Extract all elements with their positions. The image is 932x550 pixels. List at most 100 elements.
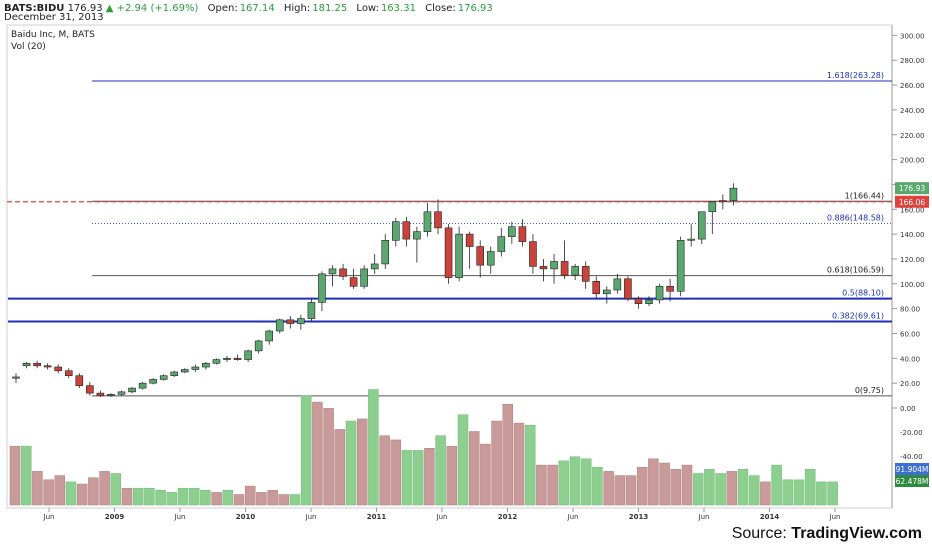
volume-bar — [569, 456, 581, 506]
candle-up — [391, 221, 400, 241]
candlesticks — [12, 183, 738, 397]
fib-label: 0.382(69.61) — [832, 312, 884, 321]
fib-label: 0.5(88.10) — [842, 289, 884, 298]
fib-label: 0.618(106.59) — [827, 266, 884, 275]
candle-up — [149, 379, 157, 384]
volume-bar — [457, 414, 469, 506]
volume-bar — [670, 469, 682, 506]
candle-up — [676, 240, 685, 292]
volume-bar — [267, 490, 278, 506]
candle-up — [328, 268, 337, 275]
price-tick-label: 300.00 — [900, 32, 925, 40]
series-legend[interactable]: Baidu Inc, M, BATS — [11, 30, 95, 40]
volume-bar — [132, 487, 144, 506]
candle-up — [655, 285, 664, 301]
open-value: 167.14 — [239, 3, 275, 14]
candle-up — [423, 211, 432, 232]
price-tick-label: 240.00 — [900, 107, 925, 115]
open-label: Open: — [207, 3, 238, 14]
candle-down — [64, 370, 73, 377]
time-tick-label: Jun — [698, 513, 710, 521]
candle-down — [43, 365, 52, 368]
last-price-label: 176.93 — [899, 184, 925, 193]
candle-down — [592, 281, 601, 295]
source-footer: Source: TradingView.com — [732, 525, 922, 543]
low-value: 163.31 — [380, 3, 416, 14]
volume-bar — [244, 485, 256, 506]
candle-down — [539, 266, 548, 270]
up-triangle-icon: ▲ — [105, 3, 114, 14]
candle-down — [349, 277, 358, 287]
candle-up — [708, 201, 717, 213]
time-tick-label: 2013 — [629, 513, 649, 521]
price-tick-label: 0.00 — [900, 405, 916, 413]
candle-down — [581, 266, 590, 282]
candle-up — [191, 366, 200, 370]
close-label: Close: — [425, 3, 456, 14]
volume-bar — [726, 471, 738, 506]
candle-up — [223, 358, 231, 360]
time-tick-label: Jun — [305, 513, 317, 521]
candle-up — [265, 330, 274, 342]
volume-bar — [737, 469, 749, 506]
volume-bar — [625, 475, 637, 506]
volume-legend[interactable]: Vol (20) — [11, 42, 46, 52]
volume-last-label: 62.478M — [896, 477, 929, 486]
price-tick-label: 80.00 — [900, 306, 920, 314]
candle-up — [181, 369, 189, 373]
candle-down — [560, 261, 569, 276]
volume-bar — [704, 469, 715, 506]
candle-up — [613, 278, 622, 291]
volume-bar — [20, 445, 32, 506]
candle-down — [465, 233, 474, 247]
volume-bar — [804, 469, 816, 506]
volume-bar — [121, 487, 133, 506]
volume-bar — [748, 475, 760, 506]
volume-bar — [144, 487, 155, 506]
volume-bar — [435, 435, 446, 506]
time-tick-label: 2011 — [367, 513, 387, 521]
price-tick-label: 140.00 — [900, 231, 925, 239]
volume-bar — [480, 443, 491, 506]
time-tick-label: Jun — [43, 513, 55, 521]
candle-up — [508, 226, 516, 237]
tradingview-brand[interactable]: TradingView.com — [791, 525, 922, 542]
candle-up — [128, 387, 136, 393]
volume-bar — [379, 435, 390, 506]
volume-bar — [648, 458, 659, 506]
candle-down — [529, 241, 537, 267]
candle-down — [75, 375, 84, 386]
candle-up — [602, 289, 611, 295]
price-tick-label: 120.00 — [900, 256, 925, 264]
time-tick-label: Jun — [567, 513, 579, 521]
candle-down — [286, 319, 295, 324]
candle-up — [381, 240, 390, 265]
volume-bar — [681, 464, 693, 506]
volume-bar — [614, 475, 626, 506]
candle-up — [360, 268, 368, 287]
candle-up — [370, 263, 379, 270]
volume-bar — [222, 490, 234, 506]
candle-up — [275, 319, 284, 332]
candle-up — [687, 238, 696, 241]
volume-bar — [558, 460, 570, 506]
volume-bar — [278, 494, 290, 506]
candle-up — [22, 362, 31, 367]
low-label: Low: — [356, 3, 379, 14]
candle-down — [476, 246, 485, 266]
price-tick-label: 280.00 — [900, 57, 925, 65]
time-tick-label: Jun — [174, 513, 186, 521]
candle-down — [518, 226, 527, 242]
volume-bar — [54, 475, 66, 506]
candle-down — [86, 385, 94, 394]
candle-down — [634, 298, 643, 304]
candle-down — [624, 278, 632, 300]
symbol[interactable]: BATS:BIDU — [4, 3, 65, 14]
source-label: Source: — [731, 525, 787, 542]
candle-down — [233, 358, 242, 360]
candle-up — [254, 340, 263, 352]
volume-bar — [256, 492, 267, 506]
volume-bar — [446, 445, 458, 506]
price-tick-label: 100.00 — [900, 281, 925, 289]
